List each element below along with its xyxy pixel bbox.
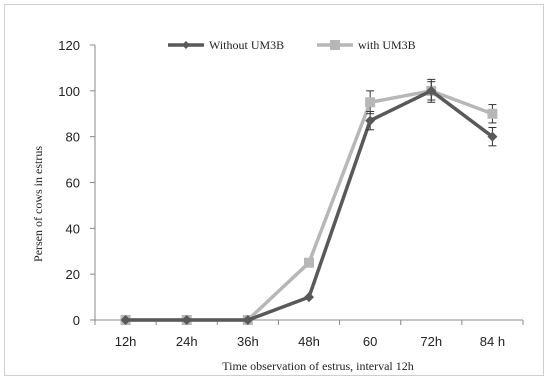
data-point xyxy=(304,292,314,303)
x-axis-title: Time observation of estrus, interval 12h xyxy=(222,359,414,373)
data-point xyxy=(487,131,498,142)
data-point xyxy=(426,85,437,96)
x-tick-label: 72h xyxy=(420,334,442,349)
legend-label: Without UM3B xyxy=(209,38,284,52)
x-tick-label: 84 h xyxy=(480,334,505,349)
y-tick-label: 20 xyxy=(66,267,80,282)
y-tick-label: 100 xyxy=(58,84,80,99)
data-point xyxy=(242,315,253,325)
legend-item-with-um3b: with UM3B xyxy=(317,38,416,52)
y-tick-label: 80 xyxy=(66,130,80,145)
x-tick-label: 60 xyxy=(363,334,377,349)
data-point xyxy=(365,115,376,126)
y-tick-label: 120 xyxy=(58,38,80,53)
legend-item-without-um3b: Without UM3B xyxy=(168,38,284,52)
legend: Without UM3B with UM3B xyxy=(168,38,416,52)
y-tick-label: 0 xyxy=(73,313,80,328)
chart-frame xyxy=(4,4,544,376)
series-line xyxy=(125,89,494,322)
x-tick-label: 48h xyxy=(298,334,320,349)
y-axis-title: Persen of cows in estrus xyxy=(31,146,45,262)
legend-label: with UM3B xyxy=(358,38,416,52)
x-tick-label: 24h xyxy=(176,334,198,349)
x-tick-labels: 12h 24h 36h 48h 60 72h 84 h xyxy=(115,334,505,349)
series-line xyxy=(125,89,494,322)
data-point xyxy=(365,97,376,108)
y-tick-label: 40 xyxy=(66,221,80,236)
data-point xyxy=(304,257,314,268)
y-tick-labels: 0 20 40 60 80 100 120 xyxy=(58,38,80,328)
x-tick-label: 12h xyxy=(115,334,137,349)
axes xyxy=(90,44,524,325)
legend-marker xyxy=(330,40,340,50)
x-tick-label: 36h xyxy=(237,334,259,349)
series-layer xyxy=(120,78,498,325)
data-point xyxy=(487,108,498,119)
series-with-um3b xyxy=(120,78,498,325)
data-point xyxy=(120,315,131,325)
y-tick-label: 60 xyxy=(66,176,80,191)
series-without-um3b xyxy=(120,81,498,325)
legend-marker xyxy=(182,41,190,49)
data-point xyxy=(181,315,192,325)
